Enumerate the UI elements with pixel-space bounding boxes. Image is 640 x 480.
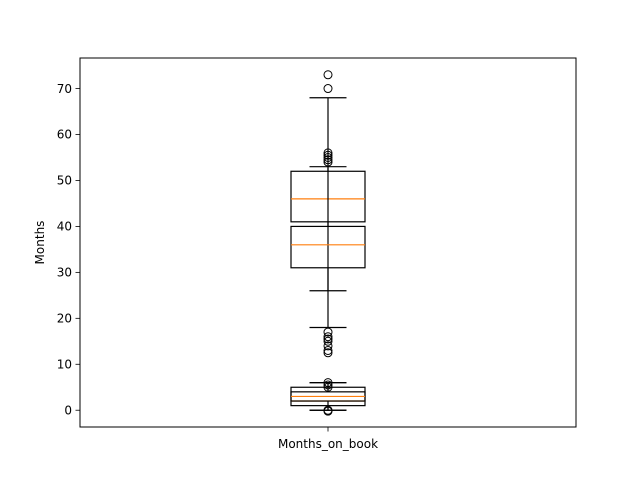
y-tick-label: 60 [57, 128, 72, 142]
flier-point [323, 382, 333, 392]
flier-point [323, 332, 333, 342]
box [290, 225, 366, 269]
flier-point [323, 327, 333, 337]
x-axis: Months_on_book [278, 427, 378, 451]
flier-point [323, 341, 333, 351]
y-tick-label: 10 [57, 357, 72, 371]
y-tick-label: 0 [64, 403, 72, 417]
flier-point [323, 70, 333, 80]
flier-point [323, 406, 333, 416]
y-axis: 0 10 20 30 40 50 60 70 [57, 82, 80, 417]
flier-point [323, 148, 333, 158]
y-tick-label: 70 [57, 82, 72, 96]
flier-point [323, 150, 333, 160]
y-tick-label: 50 [57, 174, 72, 188]
y-tick-label: 20 [57, 312, 72, 326]
y-axis-label: Months [33, 221, 47, 265]
flier-point [323, 336, 333, 346]
box-group [290, 378, 366, 416]
y-tick-label: 30 [57, 266, 72, 280]
flier-point [323, 348, 333, 358]
flier-point [323, 334, 333, 344]
plot-marks [290, 70, 366, 416]
flier-point [323, 84, 333, 94]
flier-point [323, 345, 333, 355]
flier-point [323, 152, 333, 162]
x-tick-label: Months_on_book [278, 437, 378, 451]
flier-point [323, 155, 333, 165]
box-group [290, 166, 366, 358]
flier-point [323, 378, 333, 388]
y-tick-label: 40 [57, 220, 72, 234]
flier-point [323, 380, 333, 390]
